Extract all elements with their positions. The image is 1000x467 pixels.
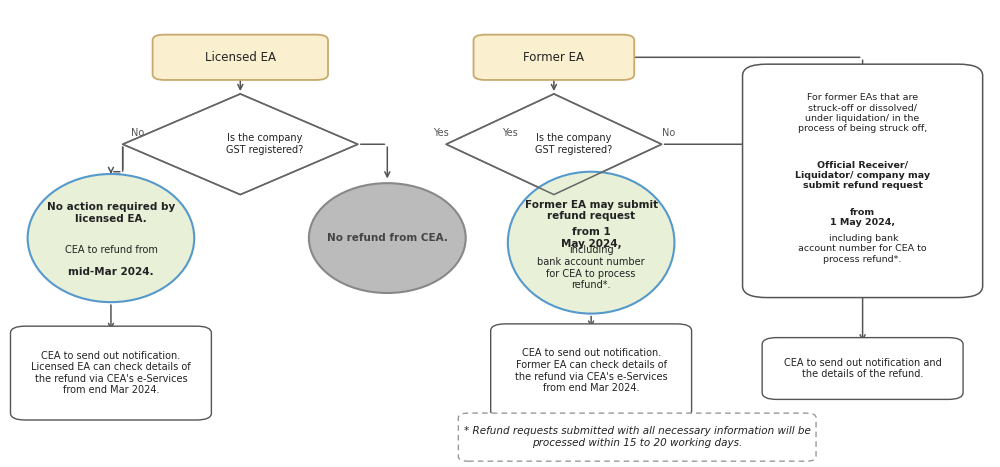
FancyBboxPatch shape: [10, 326, 211, 420]
Text: No: No: [131, 128, 144, 138]
Text: No action required by
licensed EA.: No action required by licensed EA.: [47, 202, 175, 224]
Text: Yes: Yes: [502, 128, 518, 138]
Text: from 1
May 2024,: from 1 May 2024,: [561, 227, 621, 249]
Text: from
1 May 2024,: from 1 May 2024,: [830, 208, 895, 227]
Text: Is the company
GST registered?: Is the company GST registered?: [535, 134, 612, 155]
FancyBboxPatch shape: [153, 35, 328, 80]
FancyBboxPatch shape: [762, 338, 963, 399]
Text: CEA to send out notification.
Licensed EA can check details of
the refund via CE: CEA to send out notification. Licensed E…: [31, 351, 191, 396]
Text: Former EA: Former EA: [523, 51, 584, 64]
Text: No refund from CEA.: No refund from CEA.: [327, 233, 448, 243]
Text: Is the company
GST registered?: Is the company GST registered?: [226, 134, 303, 155]
Text: including bank
account number for CEA to
process refund*.: including bank account number for CEA to…: [798, 234, 927, 263]
Text: For former EAs that are
struck-off or dissolved/
under liquidation/ in the
proce: For former EAs that are struck-off or di…: [798, 93, 927, 133]
FancyBboxPatch shape: [491, 324, 692, 417]
Ellipse shape: [28, 174, 194, 302]
Polygon shape: [446, 94, 662, 195]
Text: Yes: Yes: [433, 128, 449, 138]
FancyBboxPatch shape: [474, 35, 634, 80]
Text: * Refund requests submitted with all necessary information will be
processed wit: * Refund requests submitted with all nec…: [464, 426, 811, 448]
Text: Former EA may submit
refund request: Former EA may submit refund request: [525, 200, 658, 221]
Text: CEA to send out notification.
Former EA can check details of
the refund via CEA': CEA to send out notification. Former EA …: [515, 348, 667, 393]
Text: No: No: [662, 128, 675, 138]
Text: CEA to refund from: CEA to refund from: [65, 245, 157, 255]
FancyBboxPatch shape: [743, 64, 983, 297]
Ellipse shape: [508, 172, 674, 314]
FancyBboxPatch shape: [458, 413, 816, 461]
Polygon shape: [123, 94, 358, 195]
Ellipse shape: [309, 183, 466, 293]
Text: CEA to send out notification and
the details of the refund.: CEA to send out notification and the det…: [784, 358, 941, 379]
Text: Official Receiver/
Liquidator/ company may
submit refund request: Official Receiver/ Liquidator/ company m…: [795, 161, 930, 190]
Text: Licensed EA: Licensed EA: [205, 51, 276, 64]
Text: including
bank account number
for CEA to process
refund*.: including bank account number for CEA to…: [537, 246, 645, 290]
Text: mid-Mar 2024.: mid-Mar 2024.: [68, 268, 154, 277]
